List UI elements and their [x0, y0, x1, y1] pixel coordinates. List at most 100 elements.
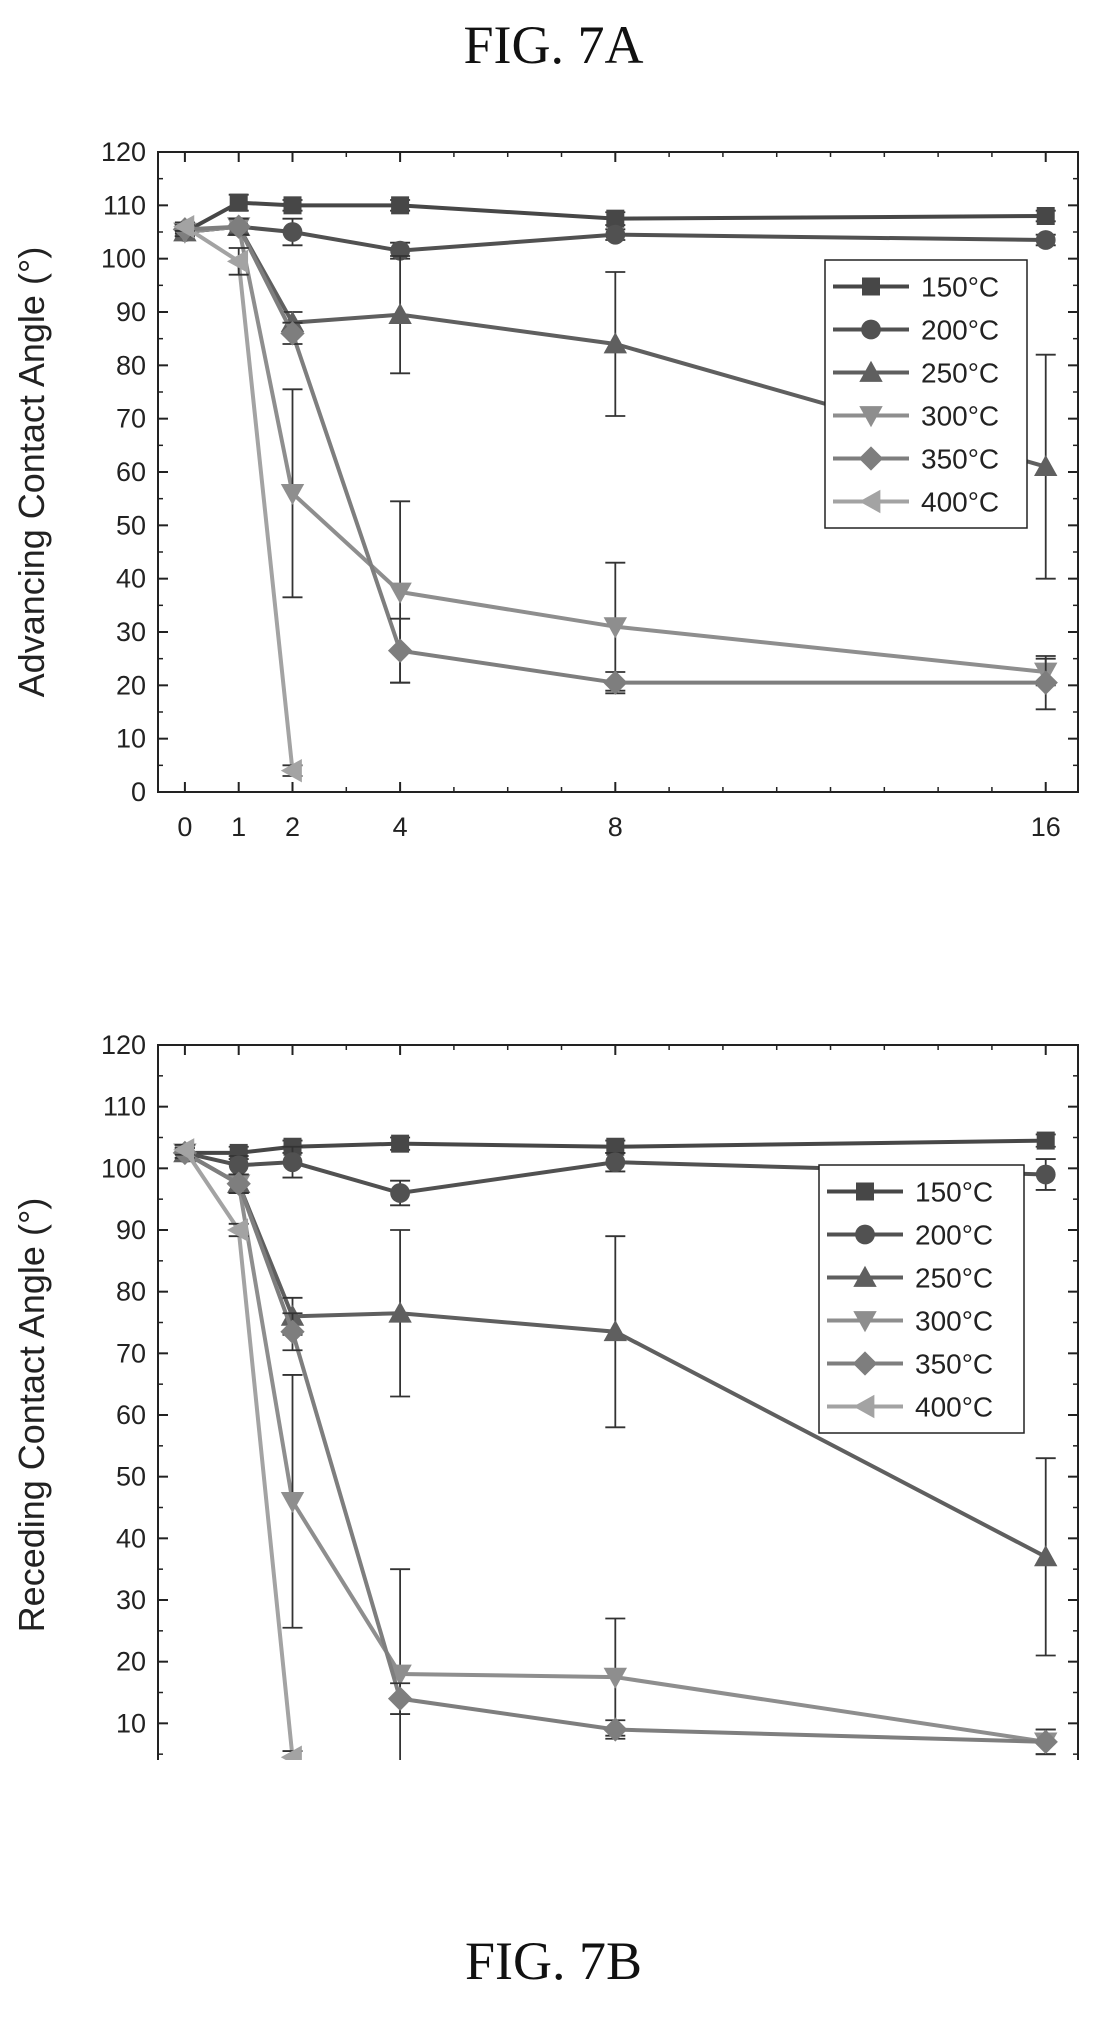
- y-tick-label: 100: [101, 1153, 146, 1183]
- legend-marker-250c: [853, 1265, 877, 1287]
- y-tick-label: 50: [116, 1462, 146, 1492]
- data-point-400c: [173, 214, 195, 239]
- y-tick-label: 90: [116, 297, 146, 327]
- legend-marker-250c: [859, 360, 883, 382]
- legend-label-150c: 150°C: [921, 272, 999, 303]
- x-tick-label: 1: [231, 812, 246, 842]
- data-point-150c: [606, 1137, 625, 1156]
- data-point-200c: [605, 224, 626, 245]
- data-point-350c: [1033, 670, 1058, 695]
- data-point-300c: [280, 483, 305, 506]
- data-point-400c: [280, 1745, 302, 1760]
- data-point-150c: [1036, 207, 1055, 225]
- y-tick-label: 20: [116, 670, 146, 700]
- data-point-350c: [603, 670, 628, 695]
- data-point-150c: [391, 196, 410, 215]
- legend-label-350c: 350°C: [921, 444, 999, 475]
- legend-marker-150c: [856, 1182, 874, 1201]
- series-line-400c: [183, 1148, 295, 1758]
- y-tick-label: 90: [116, 1215, 146, 1245]
- figure-7a-caption: FIG. 7A: [463, 15, 644, 75]
- data-point-150c: [283, 196, 302, 215]
- legend-box: [824, 259, 1028, 529]
- y-tick-label: 40: [116, 1523, 146, 1553]
- legend-label-250c: 250°C: [915, 1263, 993, 1294]
- series-400c: [173, 214, 303, 783]
- x-tick-label: 0: [177, 812, 192, 842]
- y-tick-label: 80: [116, 1277, 146, 1307]
- data-point-250c: [388, 302, 412, 325]
- data-point-400c: [280, 758, 302, 783]
- y-tick-label: 30: [116, 1585, 146, 1615]
- data-point-200c: [282, 222, 303, 242]
- series-200c: [174, 1143, 1056, 1207]
- y-tick-label: 60: [116, 1400, 146, 1430]
- legend-marker-200c: [861, 319, 881, 340]
- series-line-350c: [183, 1151, 1046, 1744]
- series-350c: [172, 214, 1058, 711]
- legend-label-300c: 300°C: [915, 1306, 993, 1337]
- data-point-300c: [388, 1664, 412, 1686]
- data-point-350c: [603, 1717, 628, 1742]
- y-tick-label: 30: [116, 617, 146, 647]
- advancing-contact-angle-chart: 0 10 20 30 40 50 60 70 80 90 100 110 120 0 1 2 4 8 16 Time …: [11, 137, 1079, 860]
- legend-label-300c: 300°C: [921, 401, 999, 432]
- data-point-150c: [606, 209, 625, 228]
- data-point-350c: [280, 1319, 305, 1344]
- data-point-250c: [388, 1301, 412, 1323]
- y-tick-label: 100: [101, 244, 146, 274]
- legend-marker-400c: [853, 1394, 875, 1419]
- data-point-150c: [229, 193, 248, 212]
- data-point-250c: [603, 1320, 628, 1342]
- legend-marker-150c: [862, 277, 880, 296]
- y-axis-label: Receding Contact Angle (°): [11, 1198, 52, 1633]
- data-point-200c: [282, 1152, 303, 1173]
- legend: 150°C 200°C 250°C 300°C 350°C 400°C: [818, 1164, 1025, 1434]
- series-line-400c: [183, 224, 295, 771]
- y-tick-label: 50: [116, 510, 146, 540]
- y-tick-label: 110: [103, 1092, 146, 1122]
- y-tick-label: 80: [116, 350, 146, 380]
- data-point-350c: [387, 638, 413, 663]
- data-point-150c: [391, 1134, 410, 1153]
- figure-7b-caption: FIG. 7B: [464, 1931, 643, 1991]
- y-tick-label: 60: [116, 457, 146, 487]
- legend-label-250c: 250°C: [921, 358, 999, 389]
- data-point-200c: [605, 1152, 626, 1173]
- data-point-400c: [227, 1218, 249, 1242]
- legend-label-200c: 200°C: [921, 315, 999, 346]
- x-tick-label: 4: [393, 812, 408, 842]
- y-tick-label: 110: [103, 190, 146, 220]
- data-point-350c: [226, 1171, 251, 1196]
- data-point-200c: [228, 1155, 249, 1176]
- y-tick-label: 70: [116, 1338, 146, 1368]
- data-point-350c: [226, 214, 251, 239]
- legend-marker-350c: [852, 1351, 878, 1376]
- legend-label-400c: 400°C: [915, 1392, 993, 1423]
- data-point-300c: [388, 582, 412, 604]
- legend-label-350c: 350°C: [915, 1349, 993, 1380]
- y-tick-label: 10: [116, 1708, 146, 1738]
- data-point-350c: [280, 321, 305, 346]
- legend-label-400c: 400°C: [921, 487, 999, 518]
- x-tick-label: 8: [608, 812, 623, 842]
- legend-marker-300c: [859, 406, 883, 428]
- data-point-250c: [1034, 1545, 1058, 1567]
- legend-label-150c: 150°C: [915, 1177, 993, 1208]
- y-tick-label: 120: [101, 1030, 146, 1060]
- data-point-300c: [280, 1491, 305, 1514]
- y-tick-label: 0: [131, 777, 146, 807]
- x-tick-label: 16: [1031, 812, 1061, 842]
- legend: 150°C 200°C 250°C 300°C 350°C 400°C: [824, 259, 1028, 529]
- y-tick-label: 70: [116, 404, 146, 434]
- data-point-200c: [1035, 1164, 1056, 1185]
- legend-marker-400c: [859, 489, 881, 514]
- y-tick-label: 40: [116, 564, 146, 594]
- data-point-400c: [227, 249, 249, 274]
- y-tick-label: 10: [116, 724, 146, 754]
- x-axis-label: Time (h): [548, 855, 688, 860]
- data-point-350c: [387, 1686, 413, 1711]
- legend-box: [818, 1164, 1025, 1434]
- data-point-200c: [390, 1183, 411, 1203]
- data-point-400c: [173, 1138, 195, 1162]
